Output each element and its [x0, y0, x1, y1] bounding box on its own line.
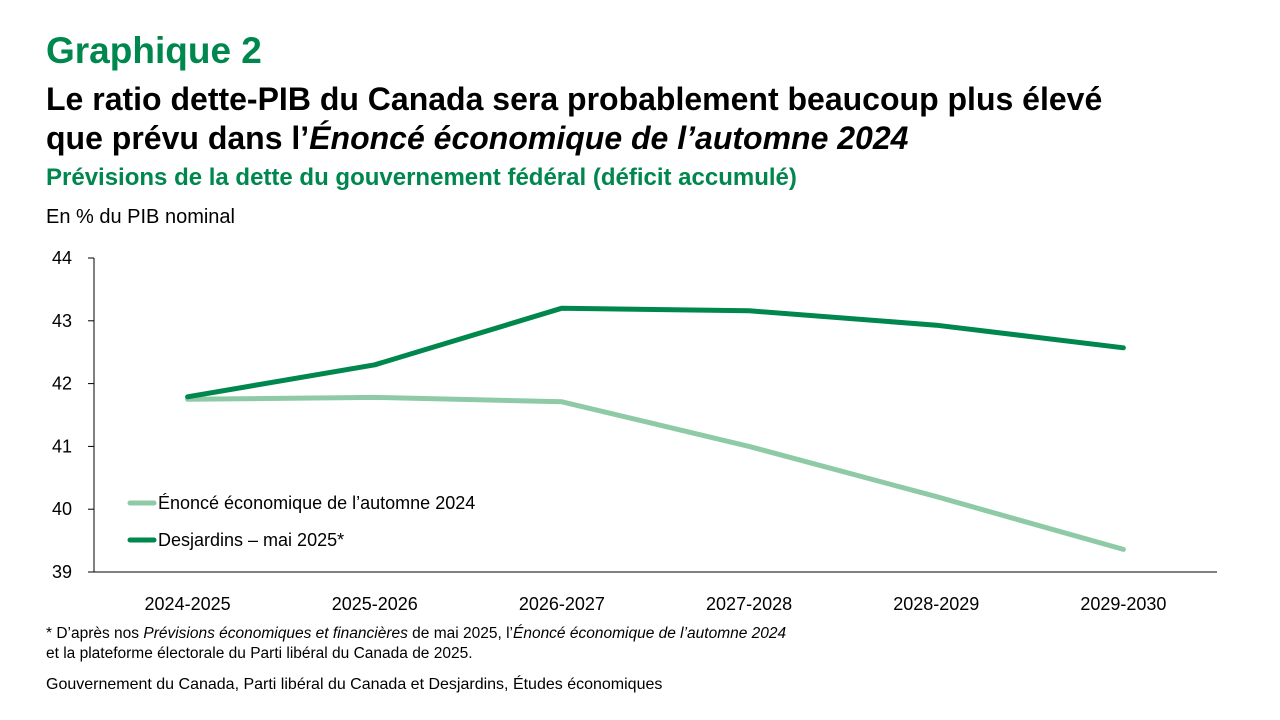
x-tick-label: 2025-2026: [332, 594, 418, 614]
footnote-line1-b: Prévisions économiques et financières: [143, 625, 408, 642]
footnote-line1-a: * D’après nos: [46, 625, 144, 642]
footnote-line1-d: Énoncé économique de l’automne 2024: [512, 625, 787, 642]
headline-line-2-italic: Énoncé économique de l’automne 2024: [309, 120, 909, 156]
y-tick-label: 42: [52, 374, 72, 394]
headline-line-2: que prévu dans l’Énoncé économique de l’…: [46, 119, 1246, 158]
y-tick-label: 39: [52, 562, 72, 582]
y-tick-label: 43: [52, 311, 72, 331]
x-tick-label: 2029-2030: [1080, 594, 1166, 614]
x-tick-label: 2024-2025: [145, 594, 231, 614]
headline-line-2-plain: que prévu dans l’: [46, 120, 310, 156]
x-tick-label: 2027-2028: [706, 594, 792, 614]
source-note: Gouvernement du Canada, Parti libéral du…: [46, 676, 663, 693]
series-line-2: [185, 305, 1126, 400]
chart-headline: Le ratio dette-PIB du Canada sera probab…: [46, 80, 1246, 158]
legend-label-2: Desjardins – mai 2025*: [158, 530, 344, 550]
x-tick-label: 2028-2029: [893, 594, 979, 614]
x-tick-label: 2026-2027: [519, 594, 605, 614]
y-tick-label: 44: [52, 248, 72, 268]
series-line-1: [185, 394, 1126, 552]
footnote-line1-c: de mai 2025, l’: [407, 625, 513, 642]
footnote: * D’après nos Prévisions économiques et …: [46, 624, 786, 664]
footnote-line2: et la plateforme électorale du Parti lib…: [46, 645, 473, 662]
y-tick-label: 40: [52, 499, 72, 519]
chart-kicker: Graphique 2: [46, 30, 262, 71]
legend-label-1: Énoncé économique de l’automne 2024: [158, 493, 475, 513]
headline-line-1: Le ratio dette-PIB du Canada sera probab…: [46, 81, 1103, 117]
chart-subtitle: Prévisions de la dette du gouvernement f…: [46, 164, 797, 191]
y-tick-label: 41: [52, 436, 72, 456]
y-axis-unit-label: En % du PIB nominal: [46, 206, 235, 228]
